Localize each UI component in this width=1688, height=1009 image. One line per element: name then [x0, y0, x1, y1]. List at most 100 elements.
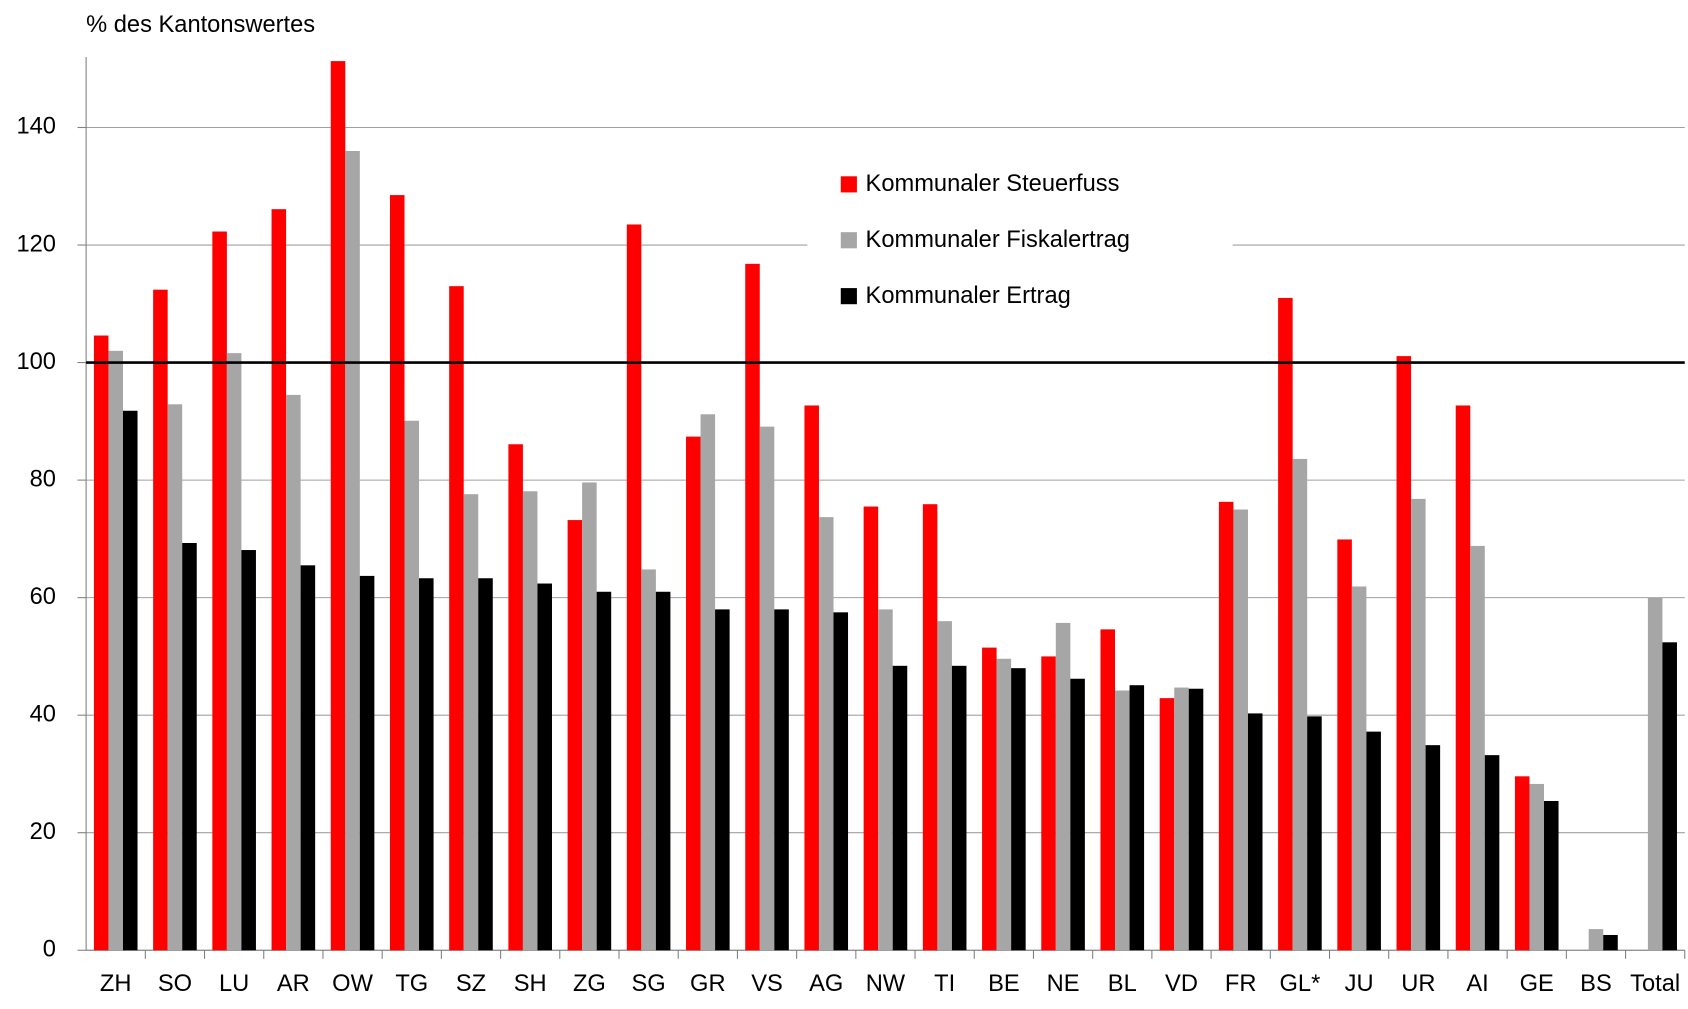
x-tick-label: GE [1520, 971, 1554, 997]
x-tick-label: AG [809, 971, 843, 997]
x-tick-label: Total [1630, 971, 1680, 997]
x-tick-label: ZH [100, 971, 132, 997]
y-tick-label: 140 [16, 114, 56, 140]
bar [1411, 498, 1426, 951]
legend-swatch [840, 288, 857, 305]
bar [1647, 597, 1663, 951]
x-tick-label: AR [277, 971, 310, 997]
bar [655, 591, 671, 951]
bar [508, 444, 523, 951]
x-tick-label: SH [514, 971, 547, 997]
bar [1396, 356, 1412, 951]
bar [1337, 539, 1352, 951]
bar [745, 263, 760, 951]
bar [1100, 629, 1116, 951]
bar [1188, 688, 1204, 951]
bar [1425, 745, 1441, 951]
bar [1307, 716, 1322, 951]
x-tick-label: JU [1345, 971, 1374, 997]
bar [1070, 678, 1085, 951]
bar [404, 420, 420, 951]
x-tick-label: NW [866, 971, 906, 997]
bar [1278, 297, 1293, 951]
x-tick-label: SG [632, 971, 666, 997]
bar [951, 665, 967, 951]
bar [1514, 776, 1530, 951]
bar [996, 658, 1012, 951]
bar [1011, 668, 1026, 951]
legend-swatch [840, 176, 857, 193]
legend-label: Kommunaler Fiskalertrag [866, 227, 1130, 253]
bar [449, 286, 464, 951]
bar [330, 61, 346, 951]
y-tick-label: 120 [16, 231, 56, 257]
x-tick-label: ZG [573, 971, 606, 997]
x-tick-label: SO [158, 971, 192, 997]
bar [1455, 405, 1471, 951]
x-tick-label: NE [1047, 971, 1080, 997]
x-tick-label: UR [1401, 971, 1435, 997]
bar [922, 504, 938, 951]
bar [1366, 731, 1381, 951]
bar [182, 542, 197, 951]
bar [300, 565, 316, 951]
bar [1529, 783, 1545, 951]
bar [153, 289, 168, 951]
bar [1159, 698, 1175, 951]
x-tick-label: BE [988, 971, 1020, 997]
bar [1247, 713, 1263, 951]
bar [1055, 622, 1071, 951]
bar [804, 405, 819, 951]
x-tick-label: TG [395, 971, 428, 997]
y-tick-label: 40 [30, 701, 56, 727]
bar [863, 506, 879, 951]
bar [937, 621, 952, 951]
x-tick-label: GL* [1280, 971, 1321, 997]
bar [212, 231, 227, 951]
x-tick-label: BL [1108, 971, 1137, 997]
bar [1588, 929, 1604, 951]
bar [1351, 586, 1367, 951]
bar [759, 426, 775, 951]
legend-label: Kommunaler Steuerfuss [866, 171, 1120, 197]
x-tick-label: FR [1225, 971, 1257, 997]
bar [641, 569, 656, 951]
bar [1603, 934, 1618, 951]
bar [167, 404, 183, 951]
legend-box [807, 161, 1233, 323]
bar [818, 517, 834, 951]
bar [596, 591, 612, 951]
bar [1233, 509, 1248, 951]
bar [1129, 685, 1145, 951]
bar [1041, 656, 1056, 951]
bar [1174, 687, 1189, 951]
y-tick-label: 80 [30, 466, 56, 492]
x-tick-label: BS [1580, 971, 1612, 997]
bar [833, 612, 849, 951]
bar [626, 224, 642, 951]
bar [982, 647, 997, 951]
bar [1662, 642, 1677, 951]
x-tick-label: SZ [456, 971, 486, 997]
x-tick-label: GR [690, 971, 726, 997]
bar [537, 583, 552, 951]
x-tick-label: AI [1466, 971, 1488, 997]
bar [226, 353, 242, 951]
bar [1218, 501, 1234, 951]
y-tick-label: 20 [30, 819, 56, 845]
bar [271, 209, 287, 951]
x-tick-label: VD [1165, 971, 1198, 997]
bar [686, 436, 701, 951]
bar [389, 195, 405, 951]
bar [774, 609, 789, 951]
x-tick-label: OW [332, 971, 373, 997]
bar [1544, 800, 1559, 951]
bar [700, 414, 716, 951]
y-tick-label: 100 [16, 349, 56, 375]
bar [122, 410, 138, 951]
x-tick-label: LU [219, 971, 249, 997]
bar [522, 491, 538, 951]
bar [478, 578, 493, 951]
x-tick-label: VS [751, 971, 783, 997]
